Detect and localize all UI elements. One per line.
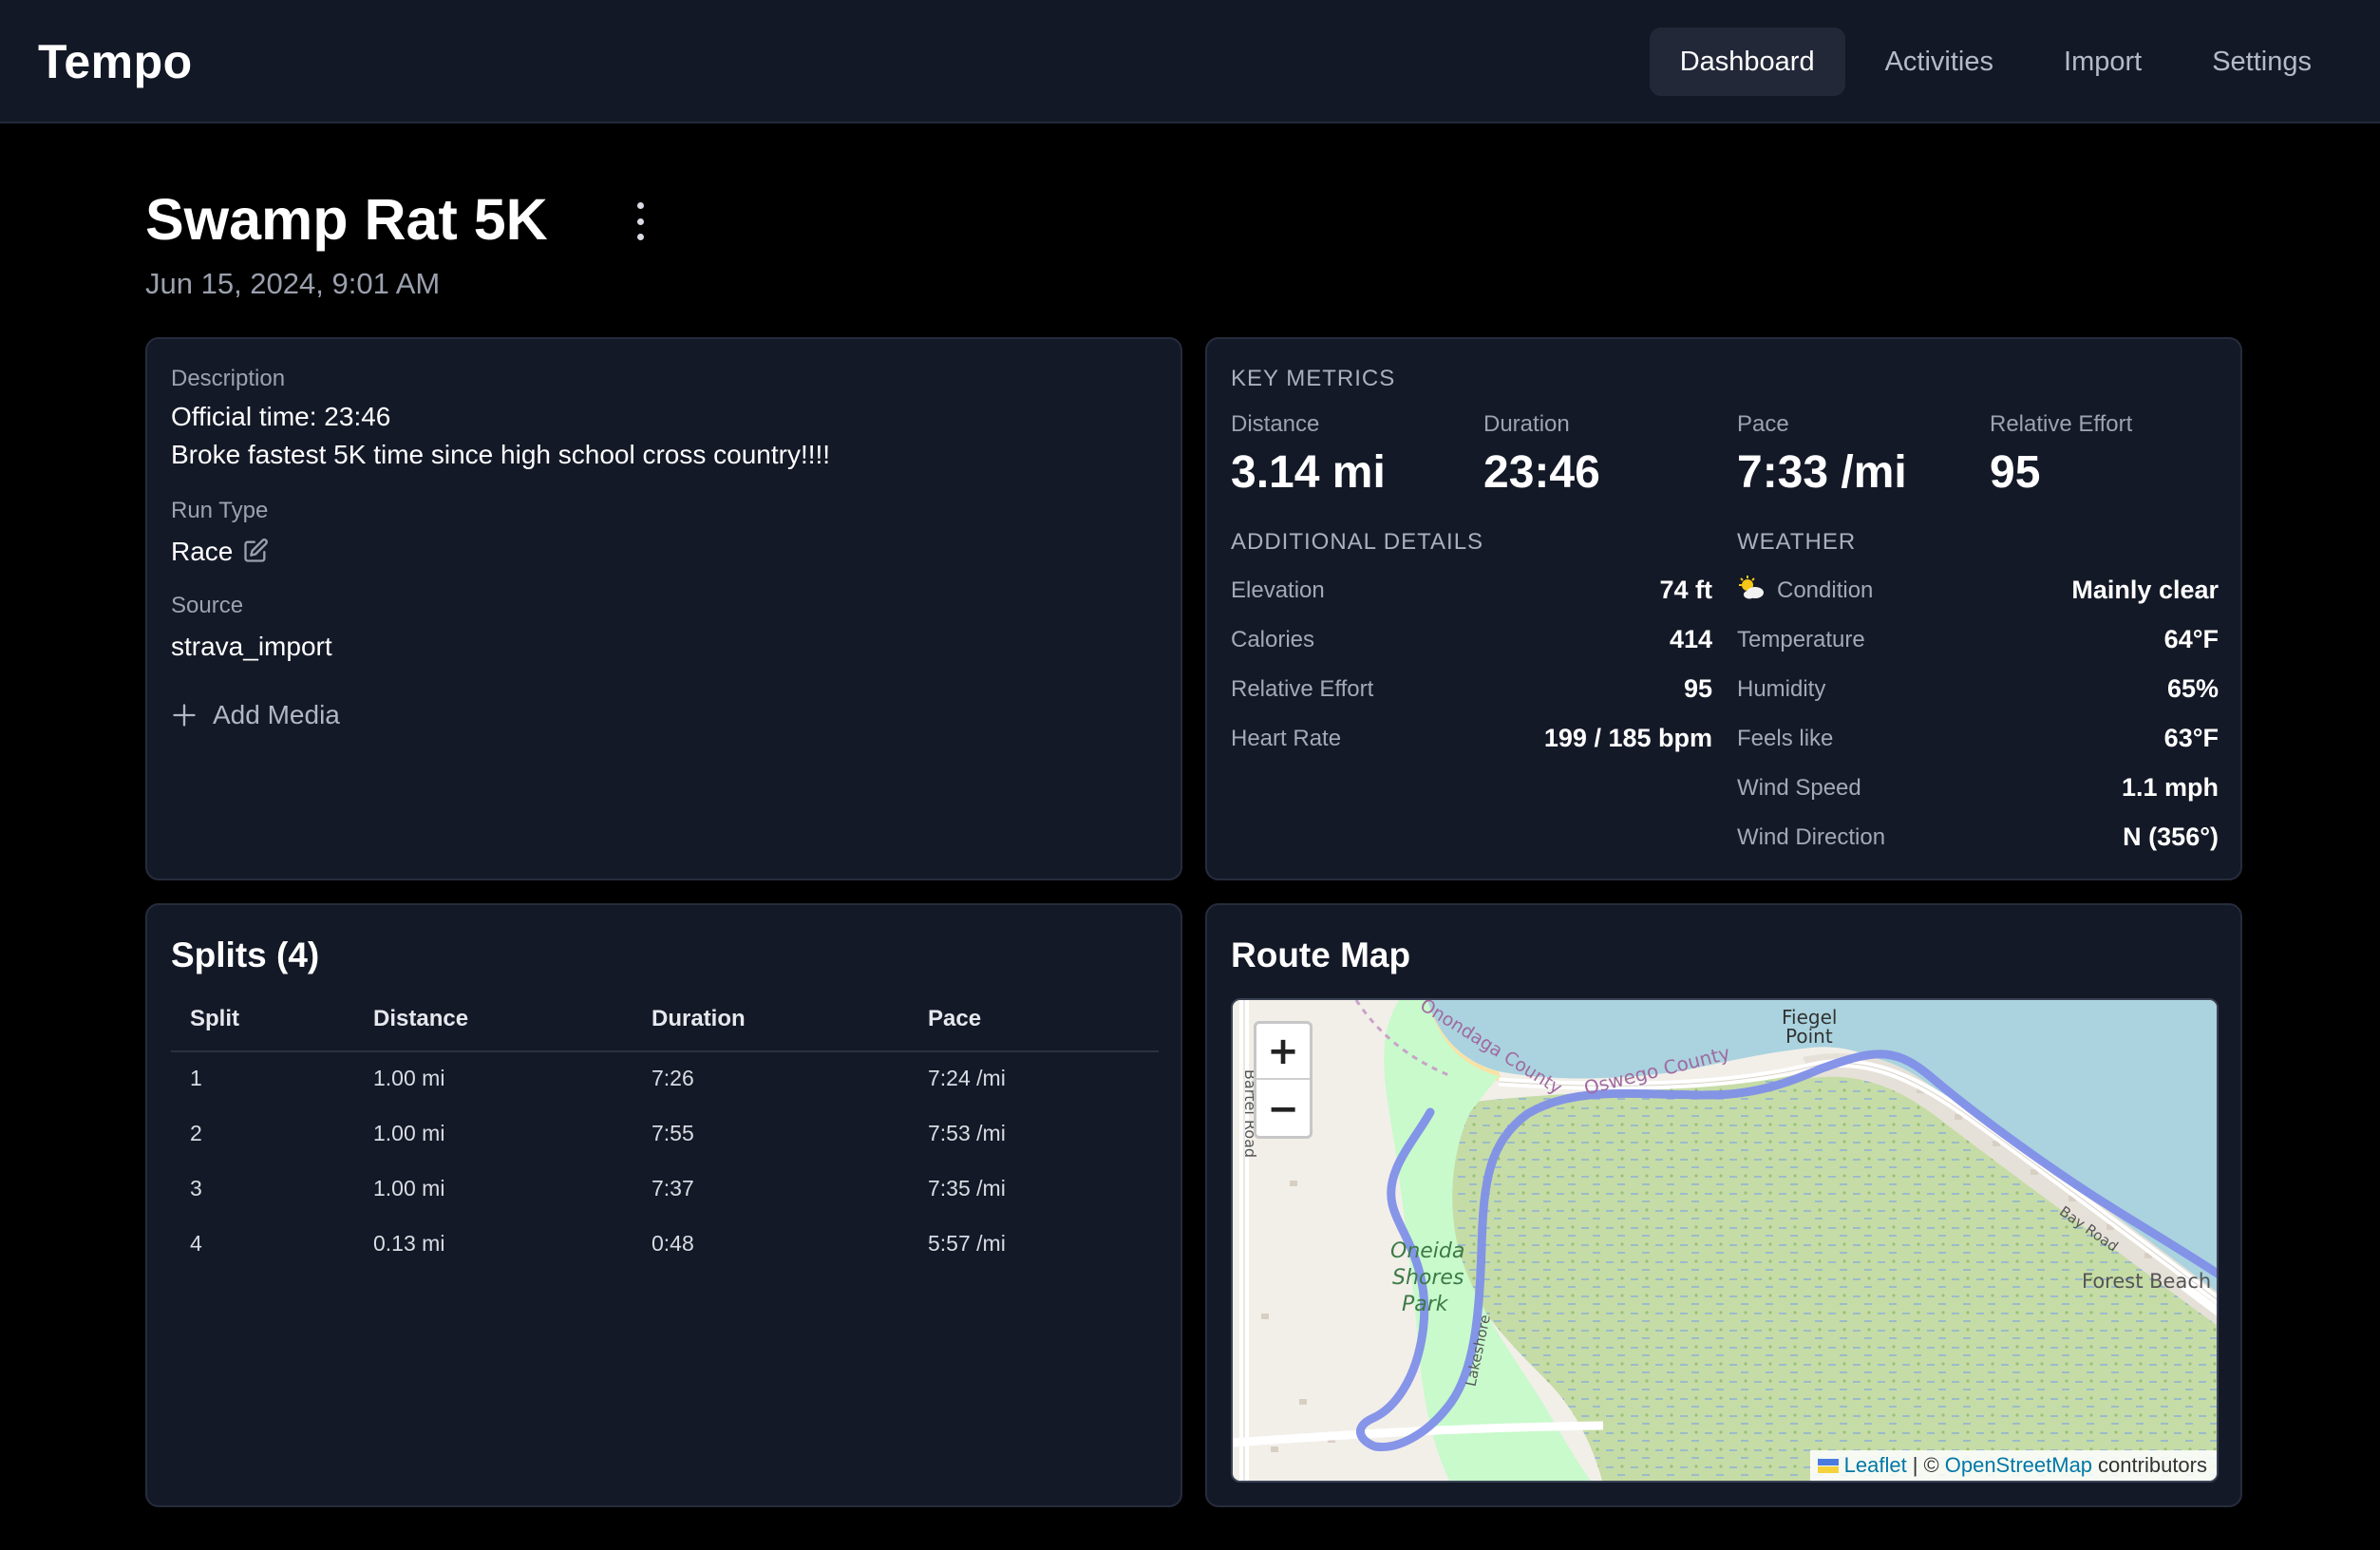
zoom-in-button[interactable]: + — [1256, 1024, 1310, 1080]
column-header: Pace — [928, 1006, 982, 1031]
split-duration: 7:37 — [652, 1176, 694, 1200]
source-label: Source — [171, 593, 244, 618]
additional-details-heading: ADDITIONAL DETAILS — [1231, 529, 1484, 555]
add-media-button[interactable]: Add Media — [213, 700, 340, 729]
split-pace: 5:57 /mi — [928, 1231, 1006, 1256]
detail-label: Elevation — [1231, 577, 1325, 603]
leaflet-link[interactable]: Leaflet — [1843, 1453, 1907, 1477]
column-header: Distance — [373, 1006, 469, 1031]
metrics-card: KEY METRICS Distance 3.14 mi Duration 23… — [1205, 337, 2242, 880]
splits-card: Splits (4) Split Distance Duration Pace … — [145, 903, 1182, 1507]
metric-label: Relative Effort — [1990, 411, 2133, 437]
map-label: Park — [1402, 1293, 1448, 1316]
weather-value: 64°F — [2163, 625, 2219, 653]
split-number: 4 — [190, 1231, 202, 1256]
detail-value: 199 / 185 bpm — [1543, 724, 1712, 752]
split-pace: 7:53 /mi — [928, 1121, 1006, 1145]
attribution-separator: | © — [1912, 1453, 1939, 1477]
split-distance: 1.00 mi — [373, 1066, 445, 1090]
page-title: Swamp Rat 5K — [145, 187, 548, 252]
partly-sunny-icon — [1739, 576, 1764, 599]
detail-label: Calories — [1231, 627, 1315, 652]
run-type-value: Race — [171, 537, 234, 566]
map-label: Forest Beach — [2082, 1270, 2212, 1293]
description-label: Description — [171, 366, 286, 391]
openstreetmap-link[interactable]: OpenStreetMap — [1944, 1453, 2093, 1477]
edit-icon[interactable] — [242, 538, 269, 564]
run-type-label: Run Type — [171, 498, 269, 523]
weather-label: Feels like — [1737, 726, 1834, 751]
nav-settings[interactable]: Settings — [2212, 46, 2312, 77]
split-number: 1 — [190, 1066, 202, 1090]
split-duration: 7:55 — [652, 1121, 694, 1145]
source-value: strava_import — [171, 632, 332, 661]
weather-value: N (356°) — [2123, 822, 2219, 851]
activity-datetime: Jun 15, 2024, 9:01 AM — [145, 267, 441, 300]
split-pace: 7:24 /mi — [928, 1066, 1006, 1090]
detail-value: 74 ft — [1659, 576, 1712, 604]
split-duration: 7:26 — [652, 1066, 694, 1090]
details-card: Description Official time: 23:46 Broke f… — [145, 337, 1182, 880]
weather-heading: WEATHER — [1737, 529, 1857, 555]
plus-icon[interactable] — [171, 702, 198, 728]
metric-label: Distance — [1231, 411, 1320, 437]
route-map-title: Route Map — [1231, 936, 1411, 974]
attribution-suffix: contributors — [2098, 1453, 2207, 1477]
splits-title: Splits (4) — [171, 936, 320, 974]
key-metrics-heading: KEY METRICS — [1231, 366, 1396, 391]
route-map-card: Route Map — [1205, 903, 2242, 1507]
map-label: Fiegel — [1782, 1006, 1838, 1029]
description-line-2: Broke fastest 5K time since high school … — [171, 440, 831, 469]
map-attribution: Leaflet | © OpenStreetMap contributors — [1809, 1450, 2217, 1481]
metric-value: 3.14 mi — [1231, 447, 1386, 498]
detail-value: 414 — [1669, 625, 1712, 653]
weather-label: Wind Direction — [1737, 824, 1886, 850]
split-distance: 0.13 mi — [373, 1231, 445, 1256]
header-divider — [171, 1050, 1159, 1052]
nav-dashboard[interactable]: Dashboard — [1649, 28, 1845, 96]
zoom-out-button[interactable]: − — [1267, 1087, 1299, 1131]
app-logo[interactable]: Tempo — [38, 35, 193, 88]
weather-value: 65% — [2166, 674, 2219, 703]
metric-label: Duration — [1483, 411, 1570, 437]
split-duration: 0:48 — [652, 1231, 694, 1256]
metric-value: 7:33 /mi — [1737, 447, 1907, 498]
zoom-control: + − — [1254, 1021, 1313, 1139]
top-navbar: Tempo Dashboard Activities Import Settin… — [0, 0, 2380, 123]
map-tiles — [1233, 1000, 2217, 1481]
metric-label: Pace — [1737, 411, 1789, 437]
description-line-1: Official time: 23:46 — [171, 402, 391, 431]
map-label: Oneida — [1390, 1239, 1465, 1263]
weather-label: Wind Speed — [1737, 775, 1861, 801]
split-number: 3 — [190, 1176, 202, 1200]
split-number: 2 — [190, 1121, 202, 1145]
weather-label: Humidity — [1737, 676, 1826, 702]
nav-import[interactable]: Import — [2064, 46, 2143, 77]
split-distance: 1.00 mi — [373, 1176, 445, 1200]
weather-value: 63°F — [2163, 724, 2219, 752]
weather-value: 1.1 mph — [2121, 773, 2219, 802]
weather-label: Temperature — [1737, 627, 1865, 652]
metric-value: 95 — [1990, 447, 2041, 498]
split-pace: 7:35 /mi — [928, 1176, 1006, 1200]
metric-value: 23:46 — [1483, 447, 1600, 498]
main-nav: Dashboard Activities Import Settings — [1649, 28, 2342, 96]
detail-label: Relative Effort — [1231, 676, 1374, 702]
map-label: Shores — [1392, 1266, 1464, 1290]
weather-value: Mainly clear — [2071, 576, 2219, 604]
ukraine-flag-icon — [1817, 1458, 1839, 1473]
map-label: Point — [1785, 1025, 1833, 1048]
detail-label: Heart Rate — [1231, 726, 1342, 751]
nav-activities[interactable]: Activities — [1884, 46, 1994, 77]
route-map[interactable]: Fiegel Point Oswego County Onondaga Coun… — [1231, 998, 2219, 1483]
detail-value: 95 — [1683, 674, 1712, 703]
column-header: Duration — [652, 1006, 746, 1031]
split-distance: 1.00 mi — [373, 1121, 445, 1145]
weather-label: Condition — [1777, 577, 1874, 603]
column-header: Split — [190, 1006, 239, 1031]
more-options-icon[interactable] — [626, 202, 654, 240]
